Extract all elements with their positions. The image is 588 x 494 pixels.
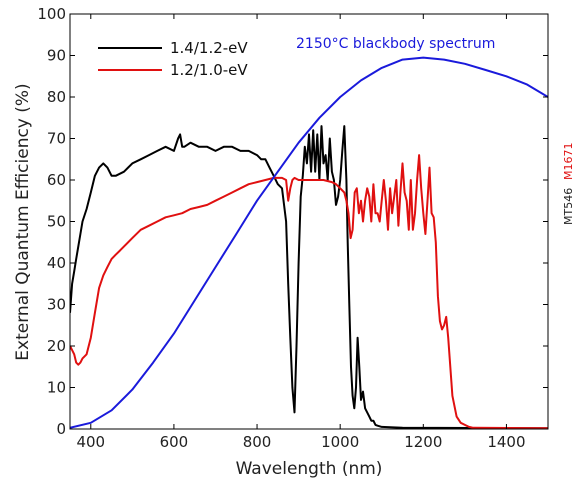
plot-frame	[69, 13, 549, 430]
legend-label: 1.4/1.2-eV	[170, 39, 248, 57]
x-tick-label: 400	[76, 433, 105, 451]
x-tick-label: 1200	[404, 433, 442, 451]
blackbody-annotation: 2150°C blackbody spectrum	[296, 36, 495, 52]
series-line-1-4-1-2-ev	[70, 125, 548, 429]
legend: 1.4/1.2-eV 1.2/1.0-eV	[98, 39, 248, 79]
y-tick-label: 0	[56, 420, 66, 438]
series-line-1-2-1-0-ev	[70, 154, 548, 429]
y-tick-label: 70	[47, 130, 66, 148]
series-line-2150-c-blackbody-spectrum	[70, 56, 548, 429]
side-label-mt546: MT546	[562, 188, 575, 225]
series-layer	[70, 56, 548, 429]
y-tick-label: 60	[47, 171, 66, 189]
y-tick-label: 30	[47, 296, 66, 314]
y-tick-label: 80	[47, 88, 66, 106]
x-axis-title: Wavelength (nm)	[236, 459, 383, 479]
y-tick-label: 100	[37, 5, 66, 23]
y-tick-label: 90	[47, 47, 66, 65]
y-tick-label: 50	[47, 213, 66, 231]
y-axis-title: External Quantum Efficiency (%)	[13, 83, 33, 360]
x-tick-label: 1000	[321, 433, 359, 451]
x-tick-label: 1400	[487, 433, 525, 451]
x-tick-label: 600	[160, 433, 189, 451]
side-label-m1671: M1671	[562, 143, 575, 181]
x-tick-label: 800	[243, 433, 272, 451]
ticks-layer: 400 600 800 1000 1200 1400 0 10 20 30 40 50 60 70 80 90…	[37, 5, 548, 451]
y-tick-label: 10	[47, 379, 66, 397]
y-tick-label: 40	[47, 254, 66, 272]
y-tick-label: 20	[47, 337, 66, 355]
legend-label: 1.2/1.0-eV	[170, 61, 248, 79]
